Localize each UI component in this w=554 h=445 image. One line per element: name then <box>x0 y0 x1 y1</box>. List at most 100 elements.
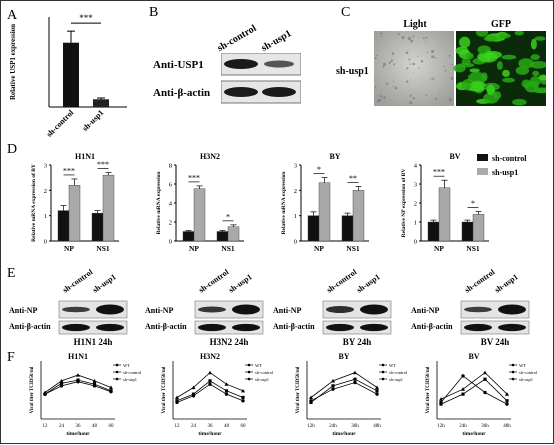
legend-label-usp1: sh-usp1 <box>492 168 518 177</box>
y-tick-label: 0 <box>169 239 172 246</box>
x-tick-label: NP <box>64 244 74 253</box>
sig-stars: *** <box>79 13 93 23</box>
legend-label: sh-usp1 <box>255 377 269 382</box>
legend-swatch-control <box>477 154 488 161</box>
bar <box>68 185 81 242</box>
legend-label: sh-usp1 <box>389 377 403 382</box>
panel-e: E sh-controlsh-usp1Anti-NPAnti-β-actinH1… <box>7 266 530 347</box>
data-point <box>224 382 229 386</box>
data-point <box>109 389 113 394</box>
series-line <box>440 378 508 405</box>
x-tick-label: 24h <box>329 424 337 429</box>
x-tick-label: NP <box>314 244 324 253</box>
data-point <box>208 370 212 375</box>
y-axis-label: Relative NP expression of BV <box>401 169 407 238</box>
x-tick-label: 12 <box>175 424 181 429</box>
bar <box>227 226 240 242</box>
panel-letter-a: A <box>7 8 18 23</box>
x-tick-label: 48h <box>373 424 381 429</box>
legend-marker <box>247 377 251 381</box>
y-axis-label: Relative mRNA expression <box>281 172 287 235</box>
row-label-actin: Anti-β-actin <box>273 322 315 331</box>
x-tick-label: 24 <box>59 424 65 429</box>
lane-label: sh-control <box>325 267 359 295</box>
panel-c: C Light GFP sh-usp1 <box>336 1 554 146</box>
y-tick-label: 6 <box>169 182 173 189</box>
y-axis-label: Viral titer TCID50/ml <box>162 366 167 413</box>
bar <box>57 210 70 242</box>
data-point <box>175 400 179 405</box>
legend-marker <box>511 370 515 374</box>
sig-stars: *** <box>188 173 200 182</box>
y-axis-label: Relative USP1 expression <box>9 24 17 100</box>
chart-title: BY <box>329 152 340 161</box>
light-image <box>374 31 454 106</box>
np-band <box>62 306 90 313</box>
x-axis-label: time/hour <box>462 431 486 437</box>
y-tick-label: 4 <box>414 163 418 170</box>
x-tick-label: sh-usp1 <box>80 108 105 133</box>
x-tick-label: 24 <box>191 424 197 429</box>
y-tick-label: 1 <box>414 220 417 227</box>
row-label-np: Anti-NP <box>273 306 302 315</box>
data-point <box>483 370 487 375</box>
x-axis-label: time/hour <box>66 431 90 437</box>
sig-stars: ** <box>349 174 357 183</box>
bar <box>352 190 365 242</box>
chart-title: BV <box>449 152 460 161</box>
x-tick-label: 36 <box>76 424 82 429</box>
lane-label: sh-control <box>61 267 95 295</box>
actin-band <box>326 323 354 332</box>
data-point <box>353 380 357 385</box>
line-chart-bv: BV Viral titer TCID50/ml 12h 24h 36h 48h time/… <box>426 352 538 437</box>
legend-marker <box>381 363 385 367</box>
bar <box>216 231 229 242</box>
legend-marker <box>247 370 251 374</box>
data-point <box>353 377 357 381</box>
data-point <box>241 399 245 403</box>
x-tick-label: NS1 <box>96 244 110 253</box>
actin-band <box>96 323 124 332</box>
legend-marker <box>511 363 515 367</box>
bar <box>472 214 485 242</box>
chart-title: H3N2 <box>200 352 220 361</box>
bar <box>93 99 109 107</box>
data-point <box>92 384 97 388</box>
np-band <box>232 304 260 315</box>
blot-caption: BV 24h <box>481 337 510 347</box>
data-point <box>439 400 443 405</box>
legend-marker <box>115 363 119 367</box>
y-tick-label: 3 <box>44 163 47 170</box>
lane-label: sh-control <box>197 267 231 295</box>
legend-label: sh-control <box>389 370 408 375</box>
np-band <box>360 304 388 315</box>
y-axis-label: Relative mRNA expression <box>156 172 162 235</box>
data-point <box>331 378 335 383</box>
x-axis-label: time/hour <box>198 431 222 437</box>
legend-marker <box>381 377 385 381</box>
row-label-np: Anti-NP <box>411 306 440 315</box>
actin-band <box>198 323 226 332</box>
series-line <box>44 374 112 393</box>
row-label-np: Anti-NP <box>145 306 174 315</box>
lane-label: sh-usp1 <box>91 272 118 294</box>
x-tick-label: 24h <box>459 424 467 429</box>
data-point <box>461 392 465 396</box>
np-band <box>96 304 124 315</box>
data-point <box>43 390 47 395</box>
legend-label: sh-control <box>123 370 142 375</box>
data-point <box>109 385 113 390</box>
series-line <box>310 378 378 403</box>
data-point <box>76 373 80 377</box>
lane-label-usp1: sh-usp1 <box>259 28 294 54</box>
y-tick-label: 8 <box>169 163 172 170</box>
data-point <box>483 390 487 395</box>
y-tick-label: 0 <box>414 239 417 246</box>
lane-label: sh-usp1 <box>227 272 254 294</box>
data-point <box>191 385 196 390</box>
actin-band <box>360 323 388 332</box>
data-point <box>175 395 179 400</box>
x-axis-label: time/hour <box>332 431 356 437</box>
